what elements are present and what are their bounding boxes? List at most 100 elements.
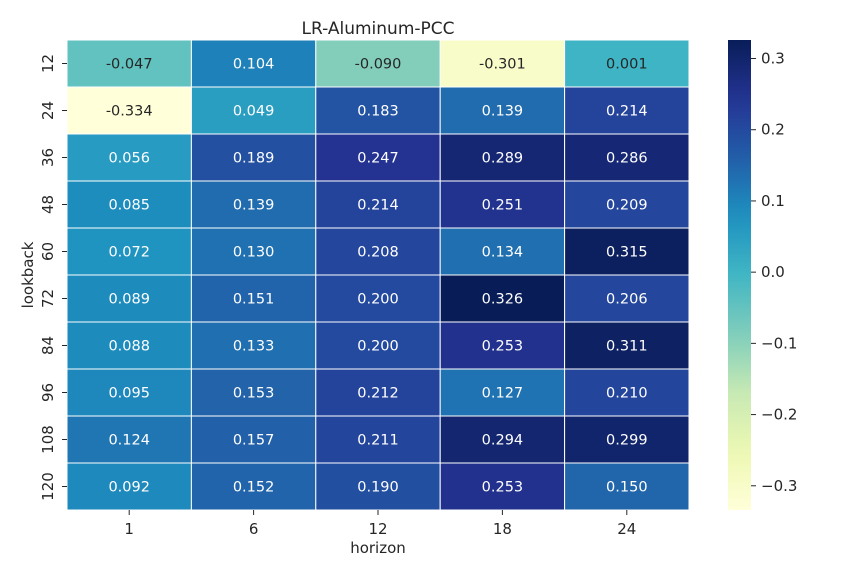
heatmap-cell: [564, 133, 690, 182]
y-tick-label: 48: [39, 195, 57, 214]
chart-title: LR-Aluminum-PCC: [302, 19, 455, 39]
heatmap-cell: [315, 86, 441, 135]
colorbar-tick-label: −0.1: [761, 334, 797, 352]
cell-value-label: 0.095: [108, 386, 150, 402]
cell-value-label: 0.183: [357, 104, 399, 120]
heatmap-cell: [439, 462, 566, 511]
cell-value-label: 0.315: [606, 245, 648, 261]
heatmap-cell: [315, 368, 441, 417]
heatmap-cell: [190, 180, 317, 229]
heatmap-cell: [66, 462, 192, 511]
cell-value-label: 0.210: [606, 386, 648, 402]
heatmap-cell: [315, 415, 441, 464]
x-tick-label: 12: [368, 520, 387, 538]
cell-value-label: 0.286: [606, 151, 648, 167]
cell-value-label: 0.247: [357, 151, 399, 167]
cell-value-label: 0.214: [357, 198, 399, 214]
heatmap-cell: [315, 39, 441, 88]
cell-value-label: 0.089: [108, 292, 150, 308]
heatmap-cell: [564, 227, 690, 276]
heatmap-cell: [564, 86, 690, 135]
colorbar-tick-label: 0.0: [761, 263, 785, 281]
cell-value-label: 0.299: [606, 433, 648, 449]
cell-value-label: 0.092: [108, 480, 150, 496]
x-tick-labels: 1 6 12 18 24: [124, 510, 636, 538]
y-tick-label: 12: [39, 54, 57, 73]
heatmap-cell: [439, 180, 566, 229]
heatmap-cell: [66, 39, 192, 88]
cell-value-label: 0.124: [108, 433, 150, 449]
cell-value-label: 0.133: [233, 339, 275, 355]
heatmap-cell: [564, 274, 690, 323]
y-tick-label: 60: [39, 242, 57, 261]
heatmap-cell: [439, 274, 566, 323]
cell-value-label: 0.153: [233, 386, 275, 402]
colorbar-tick-label: 0.2: [761, 121, 785, 139]
heatmap-cell: [564, 368, 690, 417]
cell-value-label: 0.253: [482, 480, 524, 496]
y-tick-label: 72: [39, 289, 57, 308]
colorbar-ticks: 0.3 0.2 0.1 0.0 −0.1 −0.2 −0.3: [751, 50, 797, 495]
heatmap-cell: [190, 39, 317, 88]
cell-value-label: 0.189: [233, 151, 275, 167]
cell-value-label: 0.072: [108, 245, 150, 261]
cell-value-label: 0.001: [606, 57, 648, 73]
cell-value-label: 0.152: [233, 480, 275, 496]
x-tick-label: 18: [493, 520, 512, 538]
cell-value-label: -0.334: [106, 104, 153, 120]
heatmap-cell: [190, 462, 317, 511]
colorbar: [728, 40, 751, 510]
cell-value-label: 0.200: [357, 339, 399, 355]
cell-value-label: -0.301: [479, 57, 526, 73]
heatmap-cell: [564, 415, 690, 464]
heatmap-cell: [315, 227, 441, 276]
cell-value-label: 0.208: [357, 245, 399, 261]
heatmap-cell: [66, 321, 192, 370]
heatmap-cell: [190, 274, 317, 323]
cell-value-label: 0.088: [108, 339, 150, 355]
x-axis-label: horizon: [350, 539, 406, 557]
y-tick-label: 24: [39, 101, 57, 120]
y-tick-labels: 12 24 36 48 60 72 84 96 108 120: [39, 54, 67, 501]
y-tick-label: 84: [39, 336, 57, 355]
cell-value-label: -0.090: [355, 57, 402, 73]
y-axis-label: lookback: [19, 241, 37, 308]
cell-value-label: 0.200: [357, 292, 399, 308]
heatmap-cell: [564, 462, 690, 511]
heatmap-cell: [190, 415, 317, 464]
x-tick-label: 6: [249, 520, 259, 538]
heatmap-cell: [66, 368, 192, 417]
heatmap-cell: [564, 180, 690, 229]
cell-value-label: 0.214: [606, 104, 648, 120]
heatmap-cell: [315, 462, 441, 511]
y-tick-label: 36: [39, 148, 57, 167]
colorbar-tick-label: 0.1: [761, 192, 785, 210]
cell-value-label: 0.157: [233, 433, 275, 449]
cell-value-label: 0.206: [606, 292, 648, 308]
cell-value-label: 0.151: [233, 292, 275, 308]
heatmap-cell: [66, 227, 192, 276]
cell-value-label: 0.190: [357, 480, 399, 496]
cell-value-label: 0.212: [357, 386, 399, 402]
heatmap-cell: [439, 133, 566, 182]
x-tick-label: 1: [124, 520, 134, 538]
cell-value-label: 0.056: [108, 151, 150, 167]
cell-value-label: 0.150: [606, 480, 648, 496]
colorbar-tick-label: 0.3: [761, 50, 785, 68]
heatmap-cell: [190, 133, 317, 182]
cell-value-label: -0.047: [106, 57, 153, 73]
cell-value-label: 0.139: [233, 198, 275, 214]
y-tick-label: 120: [39, 472, 57, 501]
cell-value-label: 0.326: [482, 292, 524, 308]
cell-value-label: 0.104: [233, 57, 275, 73]
cell-value-label: 0.311: [606, 339, 648, 355]
cell-value-label: 0.049: [233, 104, 275, 120]
cell-value-label: 0.085: [108, 198, 150, 214]
heatmap-cell: [439, 368, 566, 417]
cell-value-label: 0.130: [233, 245, 275, 261]
cell-value-label: 0.211: [357, 433, 399, 449]
cell-value-label: 0.127: [482, 386, 524, 402]
heatmap-cell: [315, 274, 441, 323]
colorbar-tick-label: −0.2: [761, 406, 797, 424]
